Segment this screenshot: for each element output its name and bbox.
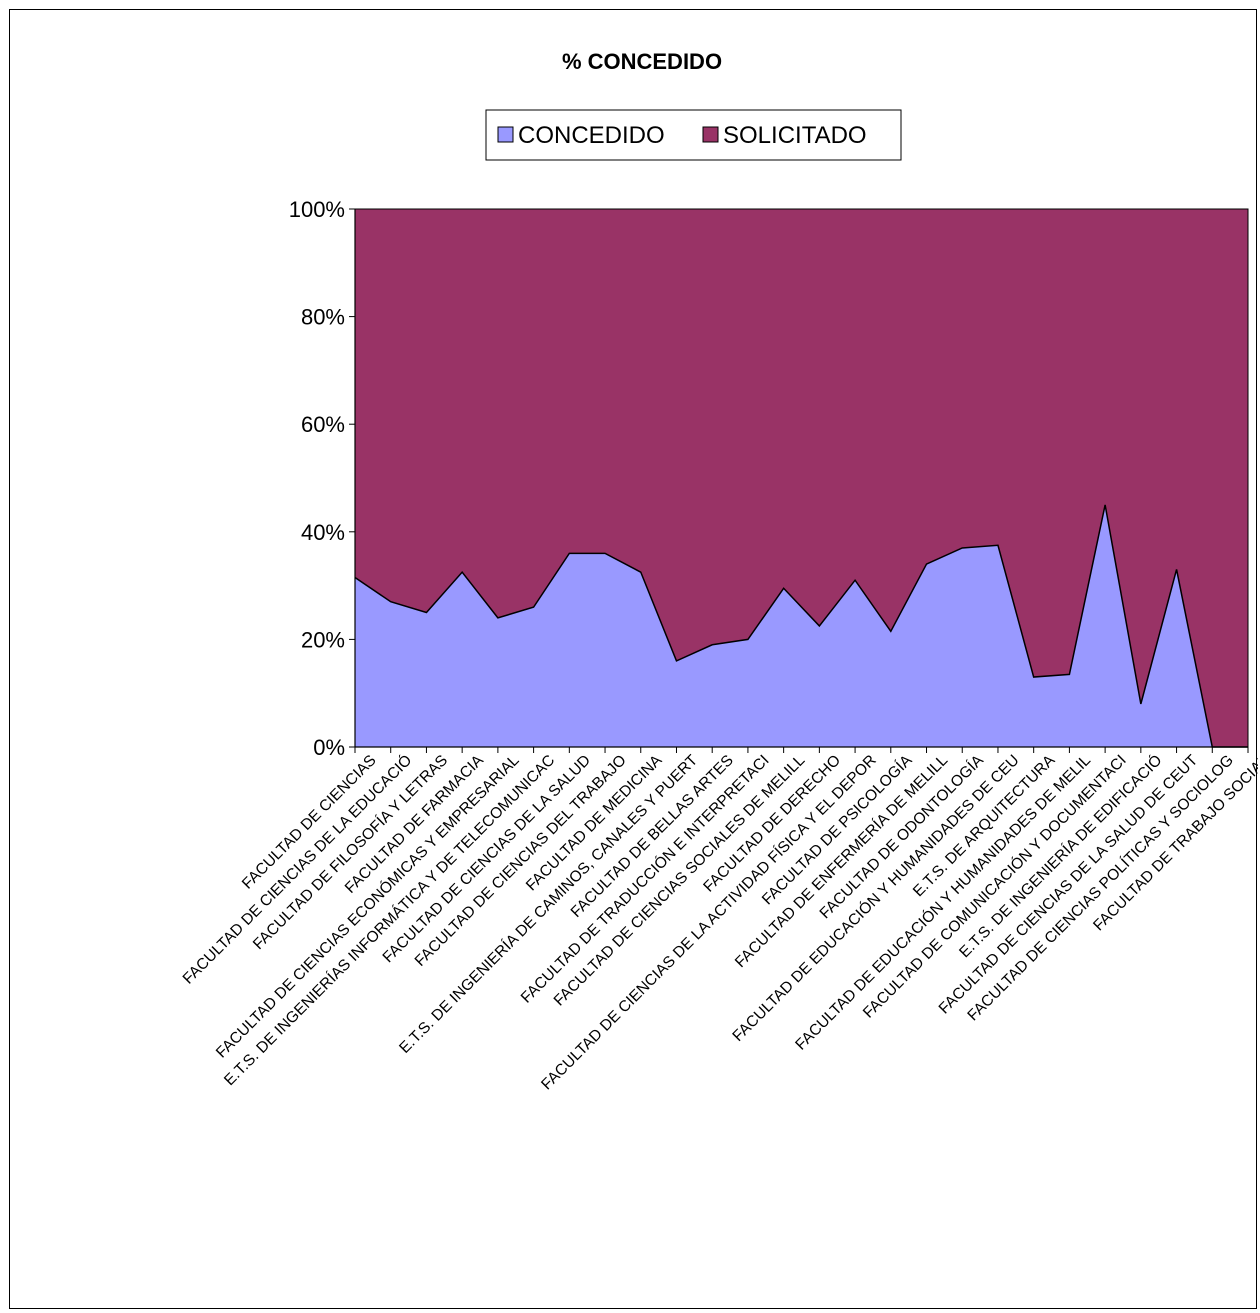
legend-label-solicitado: SOLICITADO xyxy=(723,122,867,149)
chart-svg: % CONCEDIDO CONCEDIDO SOLICITADO 0% 20% 40… xyxy=(180,49,1258,1093)
y-tick-label: 40% xyxy=(301,520,345,545)
plot-area xyxy=(354,208,1249,748)
area-solicitado xyxy=(355,209,1248,747)
y-tick-label: 0% xyxy=(313,735,345,760)
y-tick-label: 60% xyxy=(301,412,345,437)
y-axis: 0% 20% 40% 60% 80% 100% xyxy=(289,197,356,760)
legend-box xyxy=(485,109,902,161)
series-line-concedido xyxy=(354,504,1248,748)
y-tick-label: 80% xyxy=(301,305,345,330)
chart-title: % CONCEDIDO xyxy=(562,49,722,74)
y-tick-label: 100% xyxy=(289,197,345,222)
legend-swatch-concedido xyxy=(497,126,514,143)
legend-label-concedido: CONCEDIDO xyxy=(518,122,665,149)
legend: CONCEDIDO SOLICITADO xyxy=(485,109,902,161)
chart-frame: % CONCEDIDO CONCEDIDO SOLICITADO 0% 20% 40… xyxy=(9,9,1258,1309)
area-concedido xyxy=(355,504,1248,747)
legend-swatch-solicitado xyxy=(702,126,719,143)
y-tick-label: 20% xyxy=(301,627,345,652)
